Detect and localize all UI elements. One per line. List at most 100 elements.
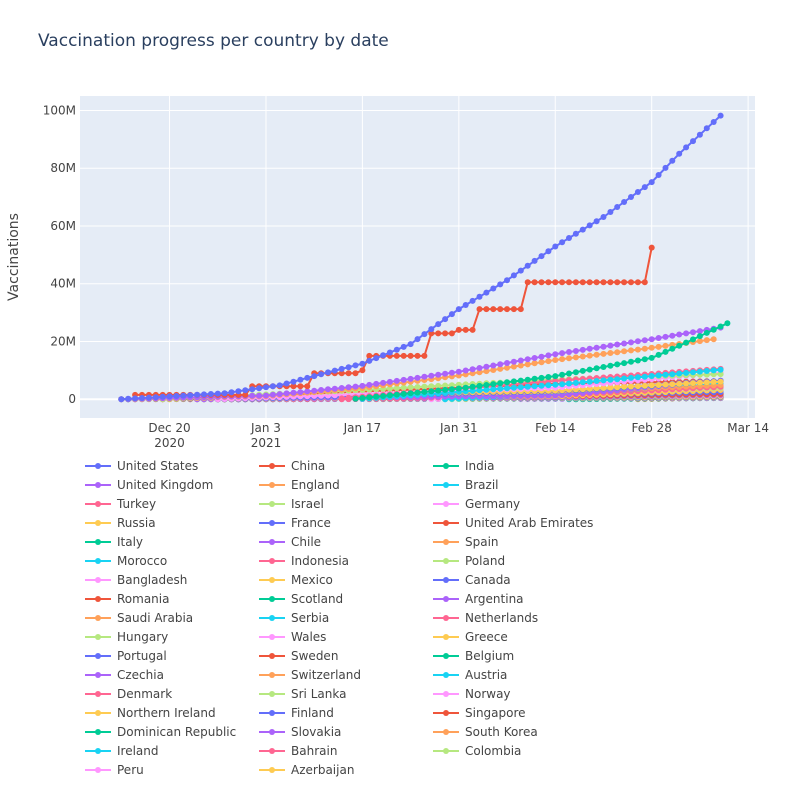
legend-label: Greece [465,630,508,644]
legend-item[interactable]: Peru [85,763,144,777]
data-point [649,245,655,251]
data-point [449,311,455,317]
data-point [628,279,634,285]
data-point [621,376,627,382]
legend-item[interactable]: Chile [259,535,321,549]
legend-item[interactable]: Sri Lanka [259,687,346,701]
legend-marker [443,691,449,697]
legend-item[interactable]: Northern Ireland [85,706,216,720]
data-point [359,367,365,373]
legend-item[interactable]: United States [85,459,198,473]
legend-item[interactable]: Finland [259,706,334,720]
legend-item[interactable]: Singapore [433,706,526,720]
legend-item[interactable]: Poland [433,554,505,568]
legend-item[interactable]: Norway [433,687,511,701]
data-point [470,366,476,372]
legend-marker [269,691,275,697]
legend-item[interactable]: Azerbaijan [259,763,354,777]
legend-label: Northern Ireland [117,706,216,720]
data-point [580,379,586,385]
data-point [607,363,613,369]
legend-item[interactable]: Colombia [433,744,521,758]
data-point [442,330,448,336]
legend-label: Sweden [291,649,338,663]
data-point [263,384,269,390]
legend-item[interactable]: Morocco [85,554,167,568]
legend-item[interactable]: China [259,459,325,473]
legend-item[interactable]: Indonesia [259,554,349,568]
data-point [656,382,662,388]
data-point [614,204,620,210]
legend-item[interactable]: France [259,516,331,530]
legend-item[interactable]: United Kingdom [85,478,213,492]
legend-item[interactable]: Slovakia [259,725,341,739]
legend-label: Serbia [291,611,329,625]
data-point [539,383,545,389]
x-tick-label: Feb 14 [535,421,575,435]
legend-item[interactable]: Ireland [85,744,159,758]
legend-item[interactable]: Germany [433,497,520,511]
legend-item[interactable]: United Arab Emirates [433,516,593,530]
legend-item[interactable]: Belgium [433,649,514,663]
legend-item[interactable]: Brazil [433,478,499,492]
legend-item[interactable]: Sweden [259,649,338,663]
legend-item[interactable]: Denmark [85,687,172,701]
legend-item[interactable]: Romania [85,592,169,606]
data-point [649,179,655,185]
legend-item[interactable]: Argentina [433,592,524,606]
legend-item[interactable]: Russia [85,516,156,530]
legend-label: Wales [291,630,326,644]
legend-item[interactable]: Bangladesh [85,573,187,587]
legend-item[interactable]: Scotland [259,592,343,606]
data-point [470,384,476,390]
data-point [587,279,593,285]
data-point [628,375,634,381]
legend-item[interactable]: Canada [433,573,511,587]
legend-marker [95,672,101,678]
legend-item[interactable]: Czechia [85,668,164,682]
legend-item[interactable]: Austria [433,668,507,682]
data-point [167,393,173,399]
legend-item[interactable]: Serbia [259,611,329,625]
legend-marker [269,463,275,469]
legend-label: United States [117,459,198,473]
legend-item[interactable]: England [259,478,340,492]
data-point [277,391,283,397]
legend-item[interactable]: Dominican Republic [85,725,236,739]
data-point [291,390,297,396]
legend-item[interactable]: Italy [85,535,143,549]
data-point [401,353,407,359]
data-point [711,119,717,125]
data-point [187,392,193,398]
data-point [387,350,393,356]
legend-item[interactable]: Turkey [85,497,156,511]
legend-item[interactable]: Spain [433,535,499,549]
legend-item[interactable]: Mexico [259,573,333,587]
data-point [408,390,414,396]
legend-marker [443,748,449,754]
legend-item[interactable]: Saudi Arabia [85,611,193,625]
legend-item[interactable]: Bahrain [259,744,337,758]
legend-item[interactable]: South Korea [433,725,538,739]
legend-item[interactable]: Switzerland [259,668,361,682]
legend-label: Norway [465,687,511,701]
data-point [490,386,496,392]
legend-label: Scotland [291,592,343,606]
legend-item[interactable]: Israel [259,497,324,511]
data-point [201,391,207,397]
legend-item[interactable]: Wales [259,630,326,644]
legend-item[interactable]: India [433,459,494,473]
data-point [511,306,517,312]
data-point [421,353,427,359]
legend-item[interactable]: Netherlands [433,611,538,625]
data-point [421,331,427,337]
data-point [511,272,517,278]
data-point [277,382,283,388]
legend-label: Morocco [117,554,167,568]
legend-item[interactable]: Hungary [85,630,168,644]
legend-item[interactable]: Portugal [85,649,167,663]
data-point [415,375,421,381]
data-point [683,381,689,387]
legend-item[interactable]: Greece [433,630,508,644]
